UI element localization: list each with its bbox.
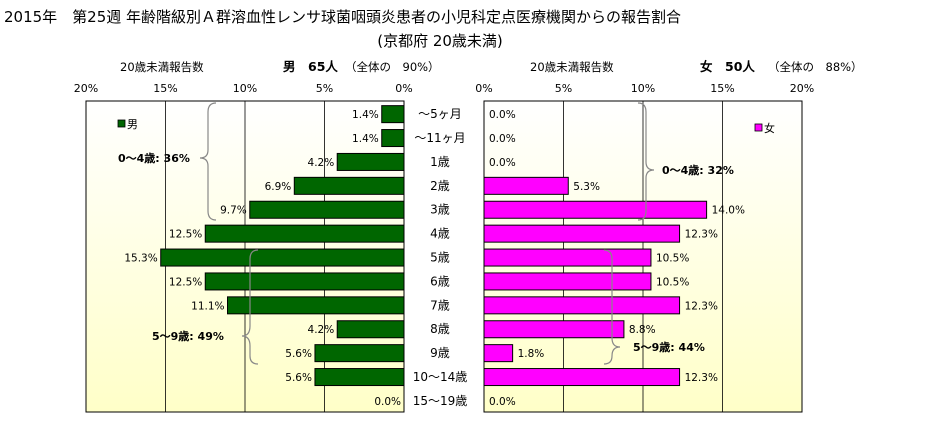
female-group-note-5-9: 5～9歳: 44% bbox=[633, 340, 705, 354]
age-category-label: 7歳 bbox=[430, 298, 450, 312]
female-bar bbox=[483, 200, 708, 219]
male-bar bbox=[381, 105, 405, 124]
female-bar-value-label: 12.3% bbox=[685, 300, 718, 312]
female-bar-value-label: 0.0% bbox=[489, 109, 516, 121]
female-header-share: （全体の 88%） bbox=[768, 60, 863, 74]
male-bar bbox=[314, 368, 405, 387]
male-bar-value-label: 11.1% bbox=[191, 300, 224, 312]
female-legend-label: 女 bbox=[764, 121, 775, 135]
female-bar-value-label: 10.5% bbox=[656, 253, 689, 265]
male-bar-value-label: 15.3% bbox=[124, 253, 157, 265]
male-bar bbox=[336, 320, 405, 339]
age-category-label: 1歳 bbox=[430, 155, 450, 169]
male-bar bbox=[204, 224, 405, 243]
male-group-note-0-4: 0～4歳: 36% bbox=[118, 151, 190, 165]
male-bar bbox=[160, 248, 405, 267]
male-brace-5-9 bbox=[241, 249, 259, 365]
male-group-note-5-9: 5～9歳: 49% bbox=[152, 329, 224, 343]
female-group-note-0-4: 0～4歳: 32% bbox=[662, 163, 734, 177]
male-bar-value-label: 5.6% bbox=[285, 348, 312, 360]
female-bar-value-label: 10.5% bbox=[656, 276, 689, 288]
age-category-label: 6歳 bbox=[430, 274, 450, 288]
female-header-label: 20歳未満報告数 bbox=[530, 60, 614, 74]
female-brace-5-9 bbox=[603, 249, 621, 365]
male-header-share: （全体の 90%） bbox=[345, 60, 440, 74]
female-bar-value-label: 12.3% bbox=[685, 229, 718, 241]
female-bar-value-label: 12.3% bbox=[685, 372, 718, 384]
female-x-tick-label: 5% bbox=[555, 82, 572, 95]
female-bar bbox=[483, 176, 569, 195]
female-bar bbox=[483, 320, 625, 339]
male-bar bbox=[336, 152, 405, 171]
male-bar-value-label: 0.0% bbox=[374, 396, 401, 408]
male-bar-value-label: 1.4% bbox=[352, 133, 379, 145]
male-bar bbox=[249, 200, 405, 219]
female-bar-value-label: 8.8% bbox=[629, 324, 656, 336]
male-bar bbox=[204, 272, 405, 291]
male-header-summary: 男 65人 bbox=[283, 59, 338, 74]
female-bar-value-label: 5.3% bbox=[573, 181, 600, 193]
male-bar bbox=[314, 344, 405, 363]
age-category-label: 15～19歳 bbox=[413, 394, 468, 408]
male-bar bbox=[293, 176, 405, 195]
male-bar-value-label: 1.4% bbox=[352, 109, 379, 121]
female-x-tick-label: 15% bbox=[710, 82, 734, 95]
female-x-tick-label: 20% bbox=[790, 82, 814, 95]
male-bar-value-label: 6.9% bbox=[265, 181, 292, 193]
male-x-tick-label: 0% bbox=[395, 82, 412, 95]
male-bar-value-label: 9.7% bbox=[220, 205, 247, 217]
male-bar-value-label: 12.5% bbox=[169, 229, 202, 241]
male-legend-swatch bbox=[117, 119, 126, 128]
male-x-tick-label: 5% bbox=[316, 82, 333, 95]
female-bar-value-label: 14.0% bbox=[712, 205, 745, 217]
female-bar bbox=[483, 296, 681, 315]
male-bar-value-label: 4.2% bbox=[308, 324, 335, 336]
age-category-label: ～11ヶ月 bbox=[414, 131, 465, 145]
female-bar-value-label: 0.0% bbox=[489, 133, 516, 145]
female-bar bbox=[483, 272, 652, 291]
age-category-label: ～5ヶ月 bbox=[418, 107, 462, 121]
male-bar bbox=[227, 296, 405, 315]
age-category-label: 2歳 bbox=[430, 179, 450, 193]
female-bar bbox=[483, 248, 652, 267]
male-x-tick-label: 15% bbox=[153, 82, 177, 95]
age-category-label: 4歳 bbox=[430, 227, 450, 241]
female-bar bbox=[483, 224, 681, 243]
age-category-label: 9歳 bbox=[430, 346, 450, 360]
female-bar bbox=[483, 368, 681, 387]
female-header-summary: 女 50人 bbox=[700, 59, 755, 74]
male-bar-value-label: 12.5% bbox=[169, 276, 202, 288]
age-category-label: 5歳 bbox=[430, 251, 450, 265]
male-bar-value-label: 4.2% bbox=[308, 157, 335, 169]
male-bar bbox=[381, 129, 405, 148]
female-x-tick-label: 10% bbox=[631, 82, 655, 95]
female-bar-value-label: 0.0% bbox=[489, 396, 516, 408]
female-brace-0-4 bbox=[637, 102, 655, 221]
male-bar-value-label: 5.6% bbox=[285, 372, 312, 384]
chart-subtitle: (京都府 20歳未満) bbox=[377, 32, 503, 50]
age-category-label: 10～14歳 bbox=[413, 370, 468, 384]
female-bar-value-label: 1.8% bbox=[518, 348, 545, 360]
female-legend-swatch bbox=[754, 123, 763, 132]
male-brace-0-4 bbox=[199, 102, 217, 221]
female-bar bbox=[483, 344, 514, 363]
male-header-label: 20歳未満報告数 bbox=[120, 60, 204, 74]
male-x-tick-label: 10% bbox=[233, 82, 257, 95]
female-x-tick-label: 0% bbox=[475, 82, 492, 95]
female-bar-value-label: 0.0% bbox=[489, 157, 516, 169]
male-legend-label: 男 bbox=[127, 118, 138, 131]
male-x-tick-label: 20% bbox=[74, 82, 98, 95]
age-category-label: 8歳 bbox=[430, 322, 450, 336]
age-category-label: 3歳 bbox=[430, 203, 450, 217]
chart-title: 2015年 第25週 年齢階級別Ａ群溶血性レンサ球菌咽頭炎患者の小児科定点医療機… bbox=[4, 8, 681, 26]
